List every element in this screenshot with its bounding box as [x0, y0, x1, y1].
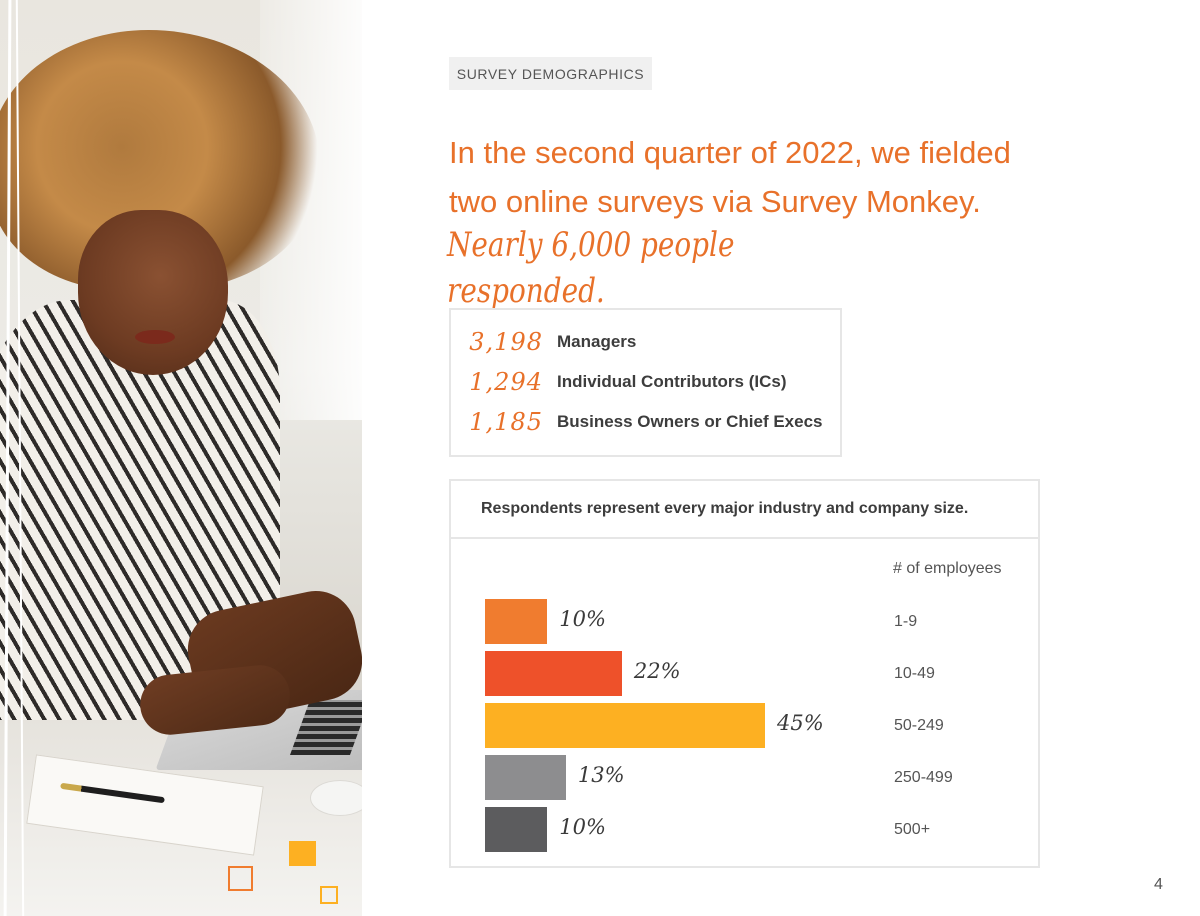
bar-value-label: 10%	[559, 607, 606, 631]
yellow-outline-square	[320, 886, 338, 904]
respondent-label: Individual Contributors (ICs)	[557, 372, 787, 391]
bar-50-249	[485, 703, 765, 748]
respondent-counts-box: 3,198 Managers 1,294 Individual Contribu…	[449, 308, 842, 457]
respondent-label: Managers	[557, 332, 637, 351]
employees-axis-label: # of employees	[893, 560, 1002, 577]
bar-1-9	[485, 599, 548, 644]
page-number: 4	[1154, 876, 1163, 893]
bar-value-label: 10%	[559, 815, 606, 839]
bar-500+	[485, 807, 548, 852]
bar-10-49	[485, 651, 622, 696]
respondent-row-ics: 1,294 Individual Contributors (ICs)	[451, 365, 787, 399]
orange-outline-square	[228, 866, 253, 891]
bar-category-label: 500+	[894, 821, 931, 838]
respondent-row-owners: 1,185 Business Owners or Chief Execs	[451, 405, 823, 439]
mouse	[310, 780, 362, 816]
bar-category-label: 10-49	[894, 665, 935, 682]
respondent-count: 3,198	[469, 328, 543, 356]
bar-250-499	[485, 755, 566, 800]
respondent-label: Business Owners or Chief Execs	[557, 412, 823, 431]
yellow-solid-square	[289, 841, 316, 866]
bar-category-label: 250-499	[894, 769, 953, 786]
bar-value-label: 13%	[577, 763, 625, 787]
bar-value-label: 22%	[633, 659, 681, 683]
bar-value-label: 45%	[777, 711, 824, 735]
hero-photo	[0, 0, 362, 916]
company-size-title: Respondents represent every major indust…	[451, 481, 1038, 539]
section-tag: SURVEY DEMOGRAPHICS	[449, 57, 652, 90]
headline-line-1: In the second quarter of 2022, we fielde…	[449, 135, 1011, 170]
bar-category-label: 1-9	[894, 613, 918, 630]
face	[78, 210, 228, 375]
company-size-box: Respondents represent every major indust…	[449, 479, 1040, 868]
lips	[135, 330, 175, 344]
headline: In the second quarter of 2022, we fielde…	[449, 128, 1089, 226]
respondent-count: 1,294	[469, 368, 543, 396]
respondent-count: 1,185	[469, 408, 543, 436]
bar-category-label: 50-249	[894, 717, 944, 734]
respondent-row-managers: 3,198 Managers	[451, 325, 636, 359]
headline-line-2: two online surveys via Survey Monkey.	[449, 184, 981, 219]
headline-script: Nearly 6,000 people responded.	[447, 225, 735, 311]
